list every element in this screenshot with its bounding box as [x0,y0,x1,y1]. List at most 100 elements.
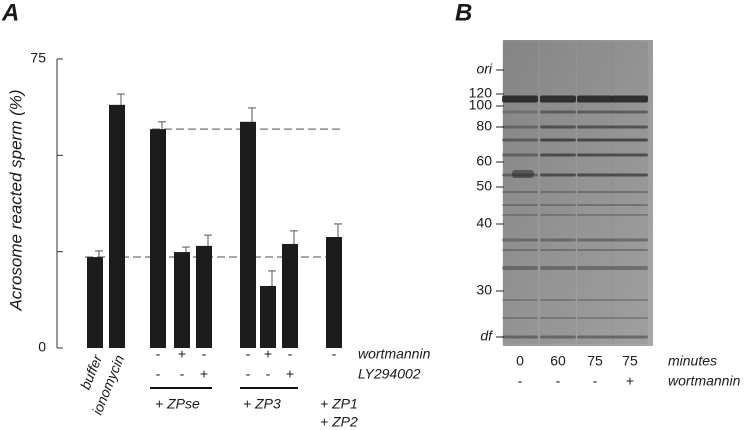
gel-band [502,335,538,339]
gel-lane [502,42,538,344]
treatment-mark: - [288,346,293,362]
treatment-mark: - [246,366,251,382]
gel-band [540,214,576,216]
treatment-mark: - [266,366,271,382]
group-label: + ZP1 [320,396,358,412]
gel-band [612,191,648,193]
lane-label: 75 [587,353,603,369]
marker-label: 50 [476,178,492,194]
y-tick-label: 0 [38,339,46,355]
gel-band [577,266,613,270]
gel-band [577,110,613,114]
gel-band [502,125,538,129]
marker-label: 100 [469,97,493,113]
gel-band [577,317,613,319]
marker-label: 30 [476,282,492,298]
gel-band [612,214,648,216]
lane-treatment: - [556,373,561,389]
bar [260,285,276,348]
bar [240,121,256,349]
gel-band [540,299,576,301]
treatment-mark: + [286,366,294,382]
row-label: wortmannin [358,346,431,362]
gel-band [612,266,648,270]
group-label: + ZP3 [243,396,281,412]
treatment-mark: - [332,346,337,362]
marker-label: 120 [469,85,493,101]
gel-band [502,299,538,301]
bar [150,129,166,348]
gel-band [612,317,648,319]
gel-band [612,299,648,301]
gel-band [502,191,538,193]
lane-treatment: + [626,373,634,389]
gel-lane [540,42,576,344]
gel-band [612,249,648,251]
gel-band [577,214,613,216]
gel-band [502,238,538,242]
panel-label: B [455,0,472,26]
gel-band [612,125,648,129]
treatment-mark: + [200,366,208,382]
group-label: + ZPse [155,396,200,412]
gel-band [502,138,538,142]
marker-label: 80 [476,118,492,134]
treatment-mark: + [178,346,186,362]
bar [196,245,212,348]
lane-label: 60 [550,353,566,369]
gel-band [577,249,613,251]
treatment-mark: + [264,346,272,362]
gel-band [540,173,576,177]
bar [109,104,125,348]
gel-band [502,204,538,206]
lane-label: 75 [622,353,638,369]
gel-band [577,299,613,301]
gel-band [540,95,576,103]
gel-band [540,335,576,339]
gel-band [577,95,613,103]
gel-band [540,138,576,142]
marker-label: 60 [476,153,492,169]
treatment-mark: - [180,366,185,382]
gel-band [540,153,576,157]
gel-band [577,125,613,129]
gel-bands [502,42,648,344]
gel-band [577,204,613,206]
gel-band [612,335,648,339]
gel-band [502,95,538,103]
gel-band [502,153,538,157]
row-label: LY294002 [358,366,421,382]
bar [326,237,342,348]
treatment-label: wortmannin [668,373,741,389]
gel-band [502,317,538,319]
gel-band [612,238,648,242]
lane-treatment: - [593,373,598,389]
gel-band [540,204,576,206]
gel-band [540,317,576,319]
panel-label: A [1,0,19,26]
treatment-mark: - [156,366,161,382]
gel-image [503,40,653,346]
gel-lane [612,42,648,344]
gel-band [612,153,648,157]
bar [282,243,298,348]
gel-band [540,249,576,251]
treatment-mark: - [246,346,251,362]
marker-label: 40 [476,215,492,231]
gel-band [502,110,538,114]
gel-band [540,191,576,193]
gel-band [612,204,648,206]
lane-label: 0 [516,353,524,369]
gel-band [612,138,648,142]
gel-band [577,153,613,157]
y-axis-label: Acrosome reacted sperm (%) [6,89,25,311]
gel-band [577,173,613,177]
gel-band [502,266,538,270]
gel-band [577,335,613,339]
lane-treatment: - [518,373,523,389]
gel-band [577,238,613,242]
gel-band [612,110,648,114]
treatment-mark: - [156,346,161,362]
marker-label: ori [476,61,492,77]
